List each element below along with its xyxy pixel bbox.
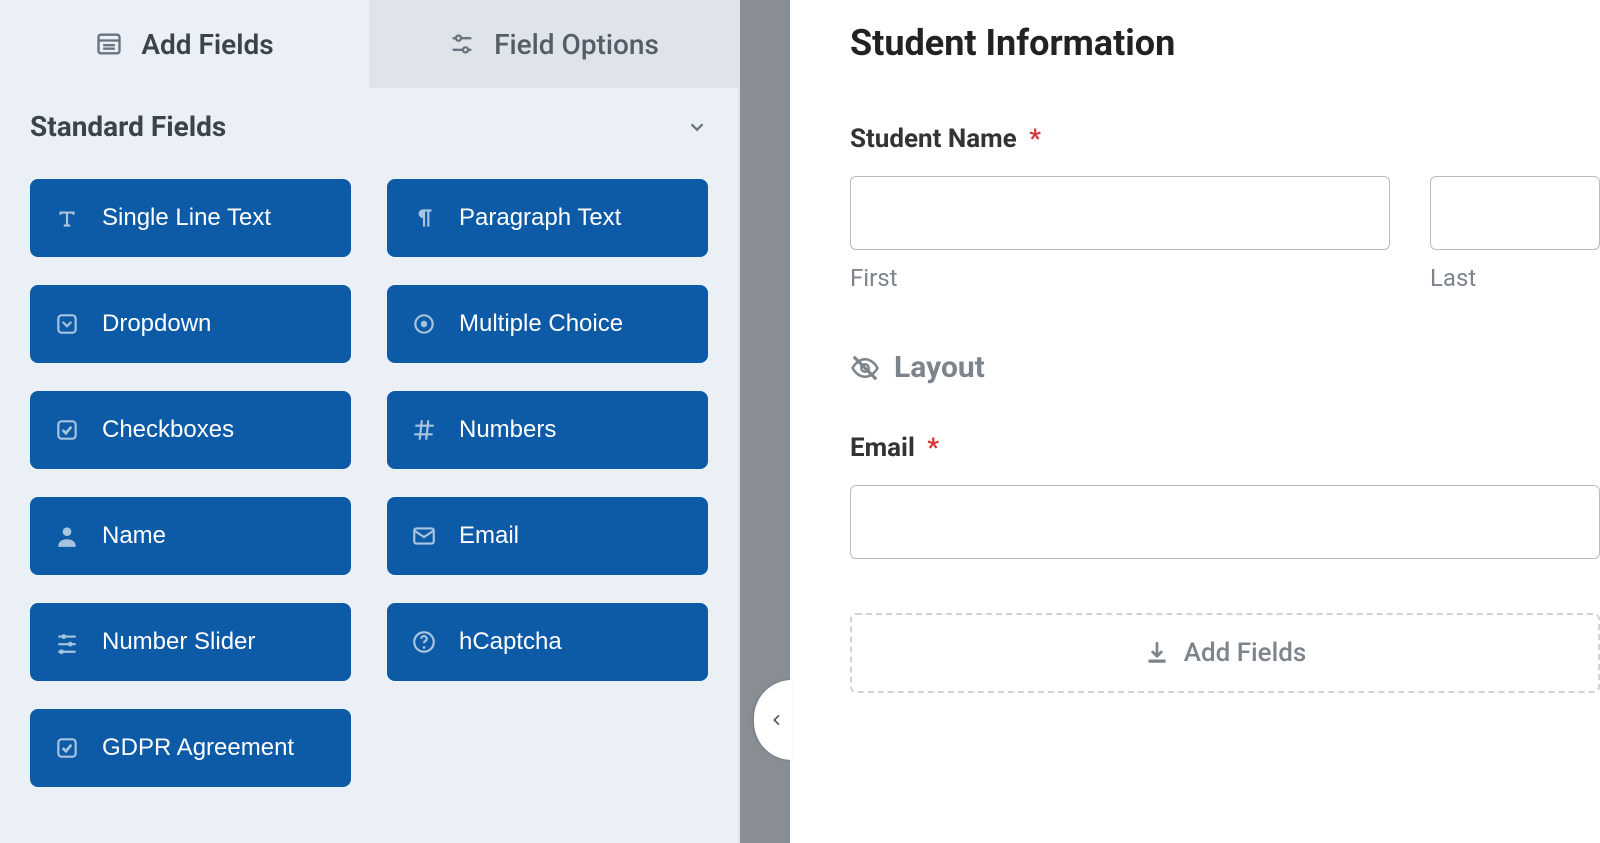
tab-add-fields-label: Add Fields	[141, 28, 273, 61]
first-name-sublabel: First	[850, 264, 1390, 292]
field-student-name: Student Name * First Last	[850, 124, 1600, 292]
email-input[interactable]	[850, 485, 1600, 559]
field-gdpr-agreement[interactable]: GDPR Agreement	[30, 709, 351, 787]
field-checkboxes[interactable]: Checkboxes	[30, 391, 351, 469]
field-label: Paragraph Text	[459, 204, 621, 232]
field-email: Email *	[850, 433, 1600, 559]
section-header[interactable]: Standard Fields	[30, 110, 708, 161]
envelope-icon	[411, 523, 437, 549]
field-label: GDPR Agreement	[102, 734, 294, 762]
dropzone-label: Add Fields	[1184, 638, 1307, 668]
eye-slash-icon	[850, 353, 880, 383]
field-label: hCaptcha	[459, 628, 562, 656]
sliders-icon	[54, 629, 80, 655]
sidebar: Add Fields Field Options Standard Fields…	[0, 0, 740, 843]
form-preview: Student Information Student Name * First…	[790, 0, 1600, 843]
last-name-input[interactable]	[1430, 176, 1600, 250]
last-name-sublabel: Last	[1430, 264, 1600, 292]
checkbox-icon	[54, 417, 80, 443]
tab-add-fields[interactable]: Add Fields	[0, 0, 369, 88]
collapse-handle[interactable]	[754, 680, 792, 760]
tab-field-options-label: Field Options	[494, 28, 659, 61]
name-row: First Last	[850, 176, 1600, 292]
field-hcaptcha[interactable]: hCaptcha	[387, 603, 708, 681]
field-multiple-choice[interactable]: Multiple Choice	[387, 285, 708, 363]
layout-field: Layout	[850, 350, 1600, 385]
checkbox-icon	[54, 735, 80, 761]
dropdown-icon	[54, 311, 80, 337]
help-icon	[411, 629, 437, 655]
hash-icon	[411, 417, 437, 443]
section-standard-fields: Standard Fields Single Line Text Paragra…	[0, 88, 738, 817]
sliders-icon	[448, 30, 476, 58]
field-number-slider[interactable]: Number Slider	[30, 603, 351, 681]
sidebar-tabs: Add Fields Field Options	[0, 0, 738, 88]
label-text: Student Name	[850, 124, 1017, 154]
field-dropdown[interactable]: Dropdown	[30, 285, 351, 363]
person-icon	[54, 523, 80, 549]
layout-label: Layout	[894, 350, 985, 385]
first-name-col: First	[850, 176, 1390, 292]
field-label: Name	[102, 522, 166, 550]
field-label: Checkboxes	[102, 416, 234, 444]
chevron-left-icon	[769, 710, 785, 730]
form-title: Student Information	[850, 22, 1600, 64]
last-name-col: Last	[1430, 176, 1600, 292]
field-label: Single Line Text	[102, 204, 271, 232]
list-icon	[95, 30, 123, 58]
panel-divider	[740, 0, 790, 843]
field-name[interactable]: Name	[30, 497, 351, 575]
add-fields-dropzone[interactable]: Add Fields	[850, 613, 1600, 693]
section-title: Standard Fields	[30, 110, 226, 143]
first-name-input[interactable]	[850, 176, 1390, 250]
field-label: Numbers	[459, 416, 556, 444]
field-label: Multiple Choice	[459, 310, 623, 338]
field-label: Email	[459, 522, 519, 550]
field-label: Email *	[850, 433, 1600, 463]
tab-field-options[interactable]: Field Options	[369, 0, 738, 88]
field-email[interactable]: Email	[387, 497, 708, 575]
field-label: Dropdown	[102, 310, 211, 338]
field-single-line-text[interactable]: Single Line Text	[30, 179, 351, 257]
radio-icon	[411, 311, 437, 337]
text-icon	[54, 205, 80, 231]
fields-grid: Single Line Text Paragraph Text Dropdown…	[30, 161, 708, 817]
field-label: Student Name *	[850, 124, 1600, 154]
field-numbers[interactable]: Numbers	[387, 391, 708, 469]
chevron-down-icon	[686, 116, 708, 138]
required-asterisk: *	[927, 433, 939, 463]
paragraph-icon	[411, 205, 437, 231]
field-label: Number Slider	[102, 628, 255, 656]
field-paragraph-text[interactable]: Paragraph Text	[387, 179, 708, 257]
label-text: Email	[850, 433, 915, 463]
download-icon	[1144, 640, 1170, 666]
required-asterisk: *	[1029, 124, 1041, 154]
